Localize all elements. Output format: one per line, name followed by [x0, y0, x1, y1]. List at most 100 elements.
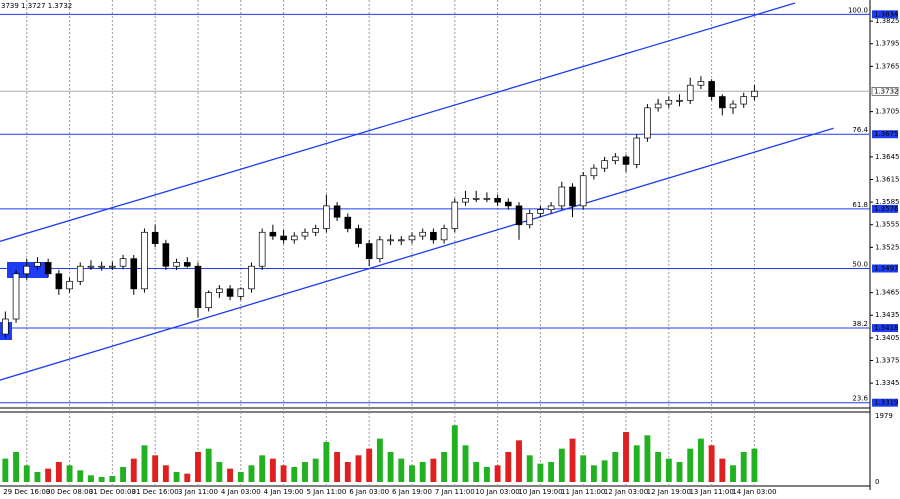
candle-body [537, 209, 544, 214]
candle-body [66, 280, 73, 290]
candle-body [708, 81, 715, 97]
price-label-box [872, 204, 898, 213]
volume-bar [120, 466, 127, 482]
candle-body [280, 235, 287, 241]
candle-body [87, 265, 95, 268]
volume-bar [162, 465, 169, 482]
x-tick-label: 12 Jan 19:00 [647, 488, 691, 496]
fib-level-label: 61.8 [852, 201, 868, 209]
candle-body [547, 205, 555, 211]
candle-body [365, 243, 373, 260]
y-tick-label: 1.3585 [875, 198, 900, 206]
candle-body [697, 81, 705, 86]
price-label-box [872, 264, 898, 273]
candle-body [44, 262, 52, 275]
volume-bar [366, 448, 373, 482]
price-label: 1.3319 [874, 399, 899, 407]
volume-bar [441, 451, 448, 482]
fib-level-label: 38.2 [852, 320, 868, 328]
x-tick-label: 6 Jan 19:00 [392, 488, 432, 496]
volume-bar [109, 475, 116, 482]
candle-body [290, 235, 298, 241]
candle-body [654, 103, 662, 109]
candle-body [729, 103, 737, 109]
volume-bar [537, 463, 544, 482]
y-tick-label: 1.3345 [875, 379, 900, 387]
y-tick-label: 1.3375 [875, 356, 900, 364]
candle-body [34, 262, 41, 267]
volume-bar [152, 455, 159, 482]
volume-bar [623, 431, 629, 482]
candle-body [301, 231, 309, 237]
candle-body [644, 107, 651, 139]
candle-body [376, 239, 384, 260]
fib-level-label: 100.0 [848, 6, 868, 14]
x-tick-label: 10 Jan 19:00 [518, 488, 562, 496]
volume-bar [173, 471, 180, 482]
price-label-box [872, 324, 898, 333]
candle-body [419, 231, 426, 237]
candle-body [579, 175, 587, 207]
candle-body [333, 205, 341, 218]
candle-body [676, 99, 683, 102]
candle-body [194, 265, 202, 309]
volume-bar [334, 451, 341, 482]
candle-body [526, 213, 533, 226]
volume-bar [323, 441, 330, 482]
price-label-box [872, 130, 898, 139]
price-label: 1.3497 [874, 264, 899, 272]
x-tick-label: 31 Dec 00:00 [89, 488, 136, 496]
candle-body [312, 228, 319, 233]
candle-body [483, 197, 491, 200]
x-tick-label: 31 Dec 16:00 [132, 488, 179, 496]
x-tick-label: 14 Jan 03:00 [732, 488, 776, 496]
volume-bar [612, 451, 619, 482]
candle-body [12, 273, 20, 320]
candle-body [344, 216, 352, 229]
volume-bar [355, 455, 362, 482]
candle-body [612, 156, 619, 161]
y-tick-label: 1.3405 [875, 334, 900, 342]
volume-bar [409, 465, 415, 482]
volume-bar [66, 465, 73, 482]
volume-bar [45, 468, 52, 482]
volume-bar [697, 438, 704, 482]
volume-tick-label: 1979 [875, 412, 893, 420]
volume-tick-label: 0 [875, 478, 879, 486]
y-tick-label: 1.3645 [875, 153, 900, 161]
volume-bar [13, 451, 19, 482]
volume-bar [344, 461, 351, 482]
candle-body [505, 201, 512, 207]
volume-bar [590, 465, 597, 482]
ohlc-header: 3739 1.3727 1.3732 [1, 2, 72, 10]
candle-body [686, 84, 694, 101]
candle-body [216, 288, 223, 293]
x-tick-label: 4 Jan 19:00 [264, 488, 304, 496]
candle-body [355, 228, 362, 244]
volume-bar [601, 460, 608, 482]
volume-bar [376, 438, 383, 482]
x-tick-label: 12 Jan 03:00 [604, 488, 648, 496]
fib-level-label: 76.4 [852, 126, 868, 134]
x-tick-label: 13 Jan 11:00 [689, 488, 733, 496]
volume-bar [665, 458, 672, 482]
candle-body [451, 201, 459, 229]
volume-bar [291, 466, 298, 482]
volume-bar [269, 458, 276, 482]
candle-body [237, 288, 245, 297]
volume-bar [248, 465, 255, 482]
y-tick-label: 1.3555 [875, 221, 900, 229]
price-label-box [872, 398, 898, 407]
volume-bar [2, 458, 9, 482]
candle-body [601, 160, 608, 169]
candle-body [183, 262, 191, 267]
volume-bar [730, 465, 736, 482]
candle-body [462, 197, 469, 203]
volume-bar [312, 458, 319, 482]
candle-body [23, 265, 31, 275]
candle-body [408, 235, 416, 241]
price-label: 1.3732 [874, 87, 899, 95]
y-tick-label: 1.3465 [875, 289, 900, 297]
volume-bar [184, 473, 191, 482]
volume-bar [195, 451, 201, 482]
